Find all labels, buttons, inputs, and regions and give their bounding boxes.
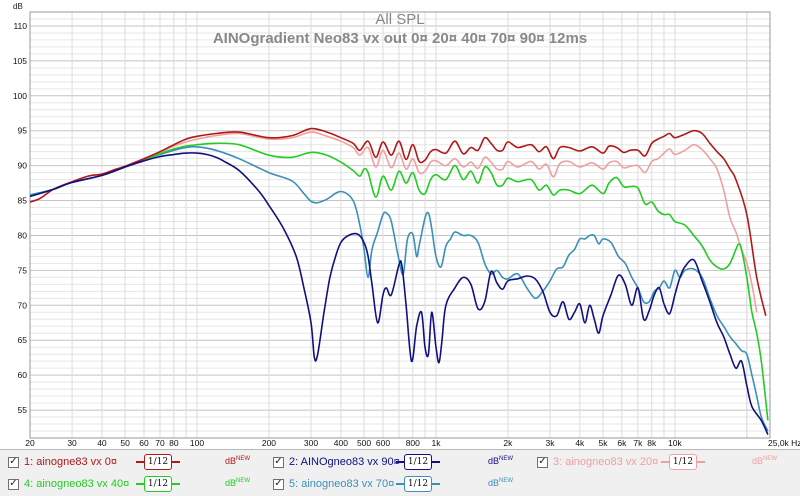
y-tick-label: 85 bbox=[18, 196, 28, 206]
legend-unit: dBNEW bbox=[488, 456, 513, 466]
series-line-1 bbox=[29, 127, 767, 316]
legend-unit: dBNEW bbox=[225, 478, 250, 488]
x-tick-label: 40 bbox=[97, 438, 107, 448]
x-tick-label: 10k bbox=[668, 438, 682, 448]
legend-unit-sup: NEW bbox=[236, 478, 251, 484]
smoothing-label: 1/12 bbox=[144, 454, 172, 470]
x-tick-label: 800 bbox=[406, 438, 420, 448]
legend-unit-text: dB bbox=[752, 456, 764, 466]
x-tick-label: 600 bbox=[376, 438, 390, 448]
y-tick-labels: 55 60 65 70 75 80 85 90 95 100 105 110 bbox=[13, 21, 27, 415]
x-tick-label: 70 bbox=[155, 438, 165, 448]
legend-checkbox[interactable]: ✓ bbox=[8, 478, 19, 490]
smoothing-button[interactable]: 1/12 bbox=[396, 454, 440, 470]
legend-unit-sup: NEW bbox=[763, 456, 778, 462]
y-tick-label: 70 bbox=[18, 300, 28, 310]
legend-unit-sup: NEW bbox=[236, 456, 251, 462]
legend-label: 3: ainogneo83 vx 20¤ bbox=[553, 456, 659, 468]
y-tick-label: 60 bbox=[18, 370, 28, 380]
series-line-3 bbox=[29, 131, 758, 313]
chart-canvas: 20 30 40 50 60 70 80 100 200 300 400 500 600 800 1k 2k 3… bbox=[13, 2, 800, 448]
y-tick-label: 75 bbox=[18, 265, 28, 275]
x-tick-label: 7k bbox=[633, 438, 643, 448]
x-tick-label: 4k bbox=[575, 438, 585, 448]
legend-item-4[interactable]: ✓ 4: ainogneo83 vx 40¤ bbox=[8, 474, 129, 494]
smoothing-label: 1/12 bbox=[404, 476, 432, 492]
x-tick-label: 100 bbox=[190, 438, 204, 448]
series-lines bbox=[29, 127, 769, 435]
x-tick-label: 6k bbox=[617, 438, 627, 448]
legend-checkbox[interactable]: ✓ bbox=[8, 456, 19, 468]
legend-label: 4: ainogneo83 vx 40¤ bbox=[24, 478, 130, 490]
x-tick-label: 80 bbox=[169, 438, 179, 448]
x-tick-label: 30 bbox=[67, 438, 77, 448]
x-tick-label: 3k bbox=[545, 438, 555, 448]
x-tick-label: 5k bbox=[598, 438, 608, 448]
y-tick-label: 105 bbox=[13, 56, 27, 66]
series-line-5 bbox=[29, 145, 769, 432]
legend-unit: dBNEW bbox=[488, 478, 513, 488]
legend-item-3[interactable]: ✓ 3: ainogneo83 vx 20¤ bbox=[537, 452, 658, 472]
x-tick-label: 2k bbox=[503, 438, 513, 448]
chart-title: All SPL bbox=[375, 11, 424, 28]
legend-label: 2: AINOgneo83 vx 90¤ bbox=[289, 456, 400, 468]
x-tick-label: 50 bbox=[120, 438, 130, 448]
series-line-4 bbox=[29, 142, 769, 421]
x-tick-label: 25,0k Hz bbox=[768, 438, 800, 448]
y-tick-label: 65 bbox=[18, 335, 28, 345]
smoothing-button[interactable]: 1/12 bbox=[396, 476, 440, 492]
x-tick-label: 200 bbox=[262, 438, 276, 448]
legend-unit: dBNEW bbox=[225, 456, 250, 466]
smoothing-button[interactable]: 1/12 bbox=[136, 476, 180, 492]
x-tick-label: 300 bbox=[304, 438, 318, 448]
chart-subtitle: AINOgradient Neo83 vx out 0¤ 20¤ 40¤ 70¤… bbox=[213, 30, 587, 47]
legend-unit-text: dB bbox=[488, 456, 500, 466]
legend-item-1[interactable]: ✓ 1: ainogne83 vx 0¤ bbox=[8, 452, 117, 472]
legend-checkbox[interactable]: ✓ bbox=[273, 456, 284, 468]
y-tick-label: 95 bbox=[18, 126, 28, 136]
legend-checkbox[interactable]: ✓ bbox=[537, 456, 548, 468]
legend-unit-sup: NEW bbox=[499, 478, 514, 484]
y-tick-label: 80 bbox=[18, 230, 28, 240]
smoothing-button[interactable]: 1/12 bbox=[661, 454, 705, 470]
legend-checkbox[interactable]: ✓ bbox=[273, 478, 284, 490]
legend-label: 1: ainogne83 vx 0¤ bbox=[24, 456, 117, 468]
smoothing-label: 1/12 bbox=[144, 476, 172, 492]
smoothing-label: 1/12 bbox=[669, 454, 697, 470]
smoothing-button[interactable]: 1/12 bbox=[136, 454, 180, 470]
smoothing-label: 1/12 bbox=[404, 454, 432, 470]
y-tick-label: 110 bbox=[13, 21, 27, 31]
x-tick-label: 60 bbox=[139, 438, 149, 448]
plot-frame bbox=[29, 11, 771, 439]
spl-chart: 20 30 40 50 60 70 80 100 200 300 400 500 600 800 1k 2k 3… bbox=[13, 2, 800, 448]
legend-item-2[interactable]: ✓ 2: AINOgneo83 vx 90¤ bbox=[273, 452, 400, 472]
legend-panel: ✓ 1: ainogne83 vx 0¤ 1/12 dBNEW ✓ 2: AINOgneo… bbox=[0, 449, 800, 496]
legend-unit-text: dB bbox=[225, 478, 237, 488]
y-tick-label: 90 bbox=[18, 161, 28, 171]
x-tick-label: 500 bbox=[357, 438, 371, 448]
legend-label: 5: ainogneo83 vx 70¤ bbox=[289, 478, 395, 490]
x-tick-label: 8k bbox=[647, 438, 657, 448]
x-tick-label: 1k bbox=[431, 438, 441, 448]
grid-lines bbox=[29, 11, 770, 439]
y-tick-label: 100 bbox=[13, 91, 27, 101]
legend-unit-sup: NEW bbox=[499, 456, 514, 462]
series-line-2 bbox=[29, 152, 769, 435]
x-tick-label: 20 bbox=[25, 438, 35, 448]
y-axis-label: dB bbox=[13, 2, 23, 11]
legend-item-5[interactable]: ✓ 5: ainogneo83 vx 70¤ bbox=[273, 474, 394, 494]
x-tick-labels: 20 30 40 50 60 70 80 100 200 300 400 500 600 800 1k 2k 3… bbox=[25, 438, 800, 448]
y-tick-label: 55 bbox=[18, 405, 28, 415]
legend-unit-text: dB bbox=[225, 456, 237, 466]
x-tick-label: 400 bbox=[334, 438, 348, 448]
legend-unit: dBNEW bbox=[752, 456, 777, 466]
legend-unit-text: dB bbox=[488, 478, 500, 488]
